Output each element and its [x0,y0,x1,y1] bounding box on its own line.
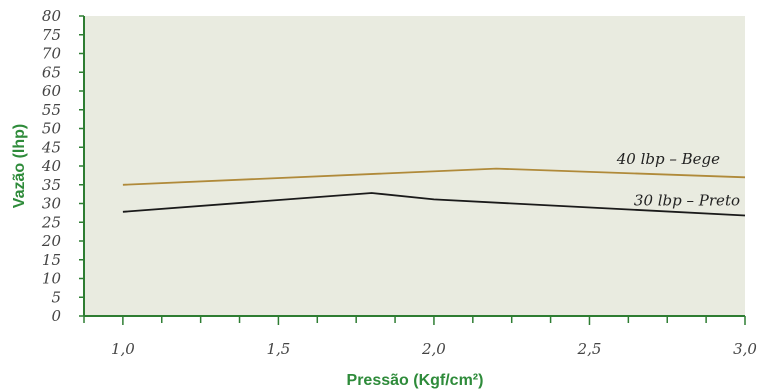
y-tick-label: 20 [41,232,62,250]
series-label-2: 30 lbp – Preto [634,191,740,209]
y-tick-label: 60 [42,82,62,100]
x-tick-label: 2,5 [577,340,602,358]
series-labels: 40 lbp – Bege 30 lbp – Preto [616,150,740,209]
y-tick-label: 55 [42,101,61,119]
y-tick-label: 5 [51,288,61,306]
x-axis-tick-labels: 1,0 1,5 2,0 2,5 3,0 [111,340,757,358]
y-tick-label: 40 [41,157,62,175]
y-tick-label: 0 [51,307,61,325]
x-tick-label: 1,5 [266,340,290,358]
y-tick-label: 65 [42,63,61,81]
y-axis-title: Vazão (lhp) [11,124,28,208]
series-line-2 [122,192,746,217]
y-tick-label: 25 [41,213,61,231]
x-tick-label: 3,0 [733,340,757,358]
y-tick-label: 75 [42,26,61,44]
y-tick-label: 30 [42,195,62,213]
y-tick-label: 15 [42,251,61,269]
series-line-1 [122,167,746,186]
y-tick-label: 45 [41,138,61,156]
y-tick-label: 80 [42,7,62,25]
x-tick-label: 1,0 [111,340,135,358]
series-label-1: 40 lbp – Bege [616,150,720,168]
x-axis-title: Pressão (Kgf/cm²) [347,372,484,389]
y-tick-label: 35 [42,176,61,194]
y-tick-label: 50 [42,120,62,138]
y-tick-label: 10 [42,270,62,288]
series-group [122,167,746,217]
x-axis-ticks [83,316,746,325]
x-tick-label: 2,0 [421,340,446,358]
y-tick-label: 70 [42,45,62,63]
plot-area [84,16,745,316]
